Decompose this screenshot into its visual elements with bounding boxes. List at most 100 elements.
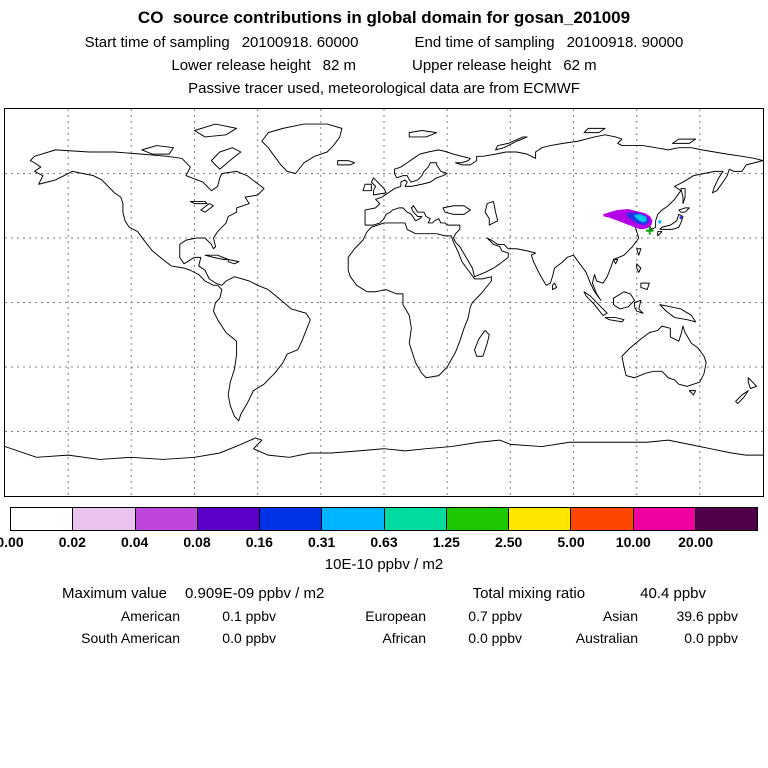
island-sakhalin (680, 188, 686, 205)
tracer-note: Passive tracer used, meteorological data… (188, 80, 580, 97)
colorbar-tick-label: 0.16 (245, 534, 273, 550)
island-cuba (204, 254, 229, 260)
end-time-value: 20100918. 90000 (566, 34, 684, 51)
caspian-sea (484, 200, 499, 226)
island-ellesmere (194, 123, 238, 138)
coastline-greenland (261, 123, 343, 174)
page-title: CO source contributions in global domain… (137, 8, 631, 27)
island-new-guinea (659, 304, 697, 323)
island-hokkaido (678, 207, 690, 213)
coastline-americas (29, 149, 311, 422)
colorbar-segment (509, 508, 572, 530)
colorbar-tick-label: 0.04 (121, 534, 149, 550)
lower-release-height: Lower release height 82 m (171, 57, 356, 74)
stats-summary-row: Maximum value 0.909E-09 ppbv / m2 Total … (0, 585, 768, 602)
colorbar-segment (571, 508, 634, 530)
island-svalbard (408, 130, 438, 138)
colorbar-tick-label: 20.00 (678, 534, 714, 550)
region-value: 0.7 ppbv (468, 608, 522, 624)
start-time: Start time of sampling 20100918. 60000 (85, 34, 359, 51)
island-java (604, 317, 625, 323)
island-sumatra (583, 291, 608, 316)
lake-huron-michigan (200, 203, 214, 213)
island-luzon (636, 263, 642, 273)
colorbar-labels: 0.00 0.02 0.04 0.08 0.16 0.31 0.63 1.25 2.50 5.00… (0, 534, 758, 552)
colorbar-segment (633, 508, 696, 530)
colorbar-segment (695, 508, 757, 530)
island-taiwan (636, 248, 642, 256)
island-kyushu (657, 231, 663, 237)
total-mixing-ratio-label: Total mixing ratio (472, 585, 586, 602)
island-new-zealand-south (735, 390, 749, 405)
max-value-number: 0.909E-09 ppbv / m2 (185, 585, 325, 602)
island-tasmania (688, 390, 697, 396)
colorbar-tick-label: 0.63 (370, 534, 398, 550)
end-time: End time of sampling 20100918. 90000 (414, 34, 683, 51)
island-baffin (210, 147, 242, 170)
island-honshu (659, 213, 684, 230)
colorbar-tick-label: 0.08 (183, 534, 211, 550)
island-ireland (362, 183, 372, 192)
end-time-label: End time of sampling (414, 34, 555, 51)
region-value: 0.1 ppbv (222, 608, 276, 624)
colorbar-tick-label: 2.50 (495, 534, 523, 550)
graticule (5, 109, 763, 496)
station-marker-gosan (645, 226, 654, 235)
colorbar-segment (384, 508, 447, 530)
island-great-britain (370, 177, 387, 196)
sampling-times-line: Start time of sampling 20100918. 60000 E… (0, 34, 768, 51)
black-sea (442, 205, 471, 215)
release-heights-line: Lower release height 82 m Upper release … (0, 57, 768, 74)
island-iceland (337, 160, 355, 166)
plume-speck-east-sea (658, 220, 662, 224)
island-sri-lanka (551, 282, 558, 291)
colorbar-segment (135, 508, 198, 530)
plot-header: CO source contributions in global domain… (0, 0, 768, 97)
island-sulawesi (634, 299, 644, 314)
coastline-africa (347, 222, 492, 379)
coastline-australia (621, 325, 707, 387)
colorbar-unit: 10E-10 ppbv / m2 (324, 556, 444, 573)
island-madagascar (474, 329, 490, 357)
colorbar-segment (73, 508, 136, 530)
lower-release-label: Lower release height (171, 57, 311, 74)
plume-speck-pacific (679, 216, 683, 220)
region-value: 0.0 ppbv (684, 630, 738, 646)
island-victoria (141, 145, 174, 155)
island-new-siberian (671, 138, 697, 144)
world-map-frame (4, 108, 764, 497)
coastline-antarctica (4, 437, 764, 460)
region-stats-row-2: South American 0.0 ppbv African 0.0 ppbv… (0, 630, 768, 646)
region-value: 0.0 ppbv (222, 630, 276, 646)
colorbar-tick-label: 0.00 (0, 534, 24, 550)
coastline-eurasia (364, 134, 764, 301)
colorbar (10, 507, 758, 531)
lower-release-value: 82 m (322, 57, 356, 74)
world-map (4, 109, 764, 496)
lake-superior (189, 200, 208, 205)
total-mixing-ratio: Total mixing ratio 40.4 ppbv (473, 585, 706, 602)
island-severnaya-zemlya (583, 127, 606, 134)
island-new-zealand-north (747, 377, 758, 389)
region-value: 39.6 ppbv (676, 608, 739, 624)
region-name: American (120, 608, 180, 624)
region-name: European (365, 608, 426, 624)
upper-release-label: Upper release height (412, 57, 552, 74)
colorbar-tick-label: 0.02 (58, 534, 86, 550)
colorbar-tick-label: 0.31 (308, 534, 336, 550)
colorbar-tick-label: 5.00 (557, 534, 585, 550)
colorbar-segment (446, 508, 509, 530)
region-value: 0.0 ppbv (468, 630, 522, 646)
region-name: South American (81, 630, 180, 646)
island-mindanao (640, 282, 650, 291)
island-hispaniola (227, 259, 240, 265)
plume-inner (634, 214, 647, 223)
island-novaya-zemlya (495, 136, 528, 151)
region-name: Asian (602, 608, 638, 624)
start-time-value: 20100918. 60000 (241, 34, 359, 51)
colorbar-segment (322, 508, 385, 530)
region-name: African (382, 630, 426, 646)
island-borneo (613, 291, 636, 310)
region-name: Australian (575, 630, 638, 646)
total-mixing-ratio-value: 40.4 ppbv (640, 585, 706, 602)
